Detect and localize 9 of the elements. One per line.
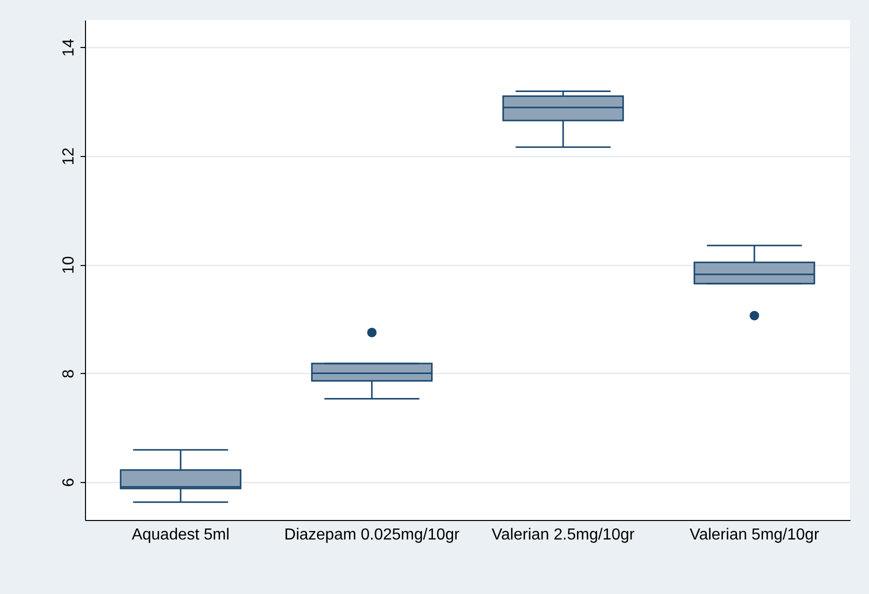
y-tick-label: 10 <box>60 256 78 274</box>
x-tick-label: Valerian 5mg/10gr <box>690 526 820 544</box>
y-tick-label: 8 <box>60 369 78 378</box>
y-tick-label: 12 <box>60 147 78 166</box>
x-tick-label: Aquadest 5ml <box>132 526 230 544</box>
y-tick-label: 6 <box>60 478 78 487</box>
y-tick-label: 14 <box>60 38 78 57</box>
x-tick-label: Valerian 2.5mg/10gr <box>492 526 636 544</box>
x-tick-label: Diazepam 0.025mg/10gr <box>284 526 460 544</box>
